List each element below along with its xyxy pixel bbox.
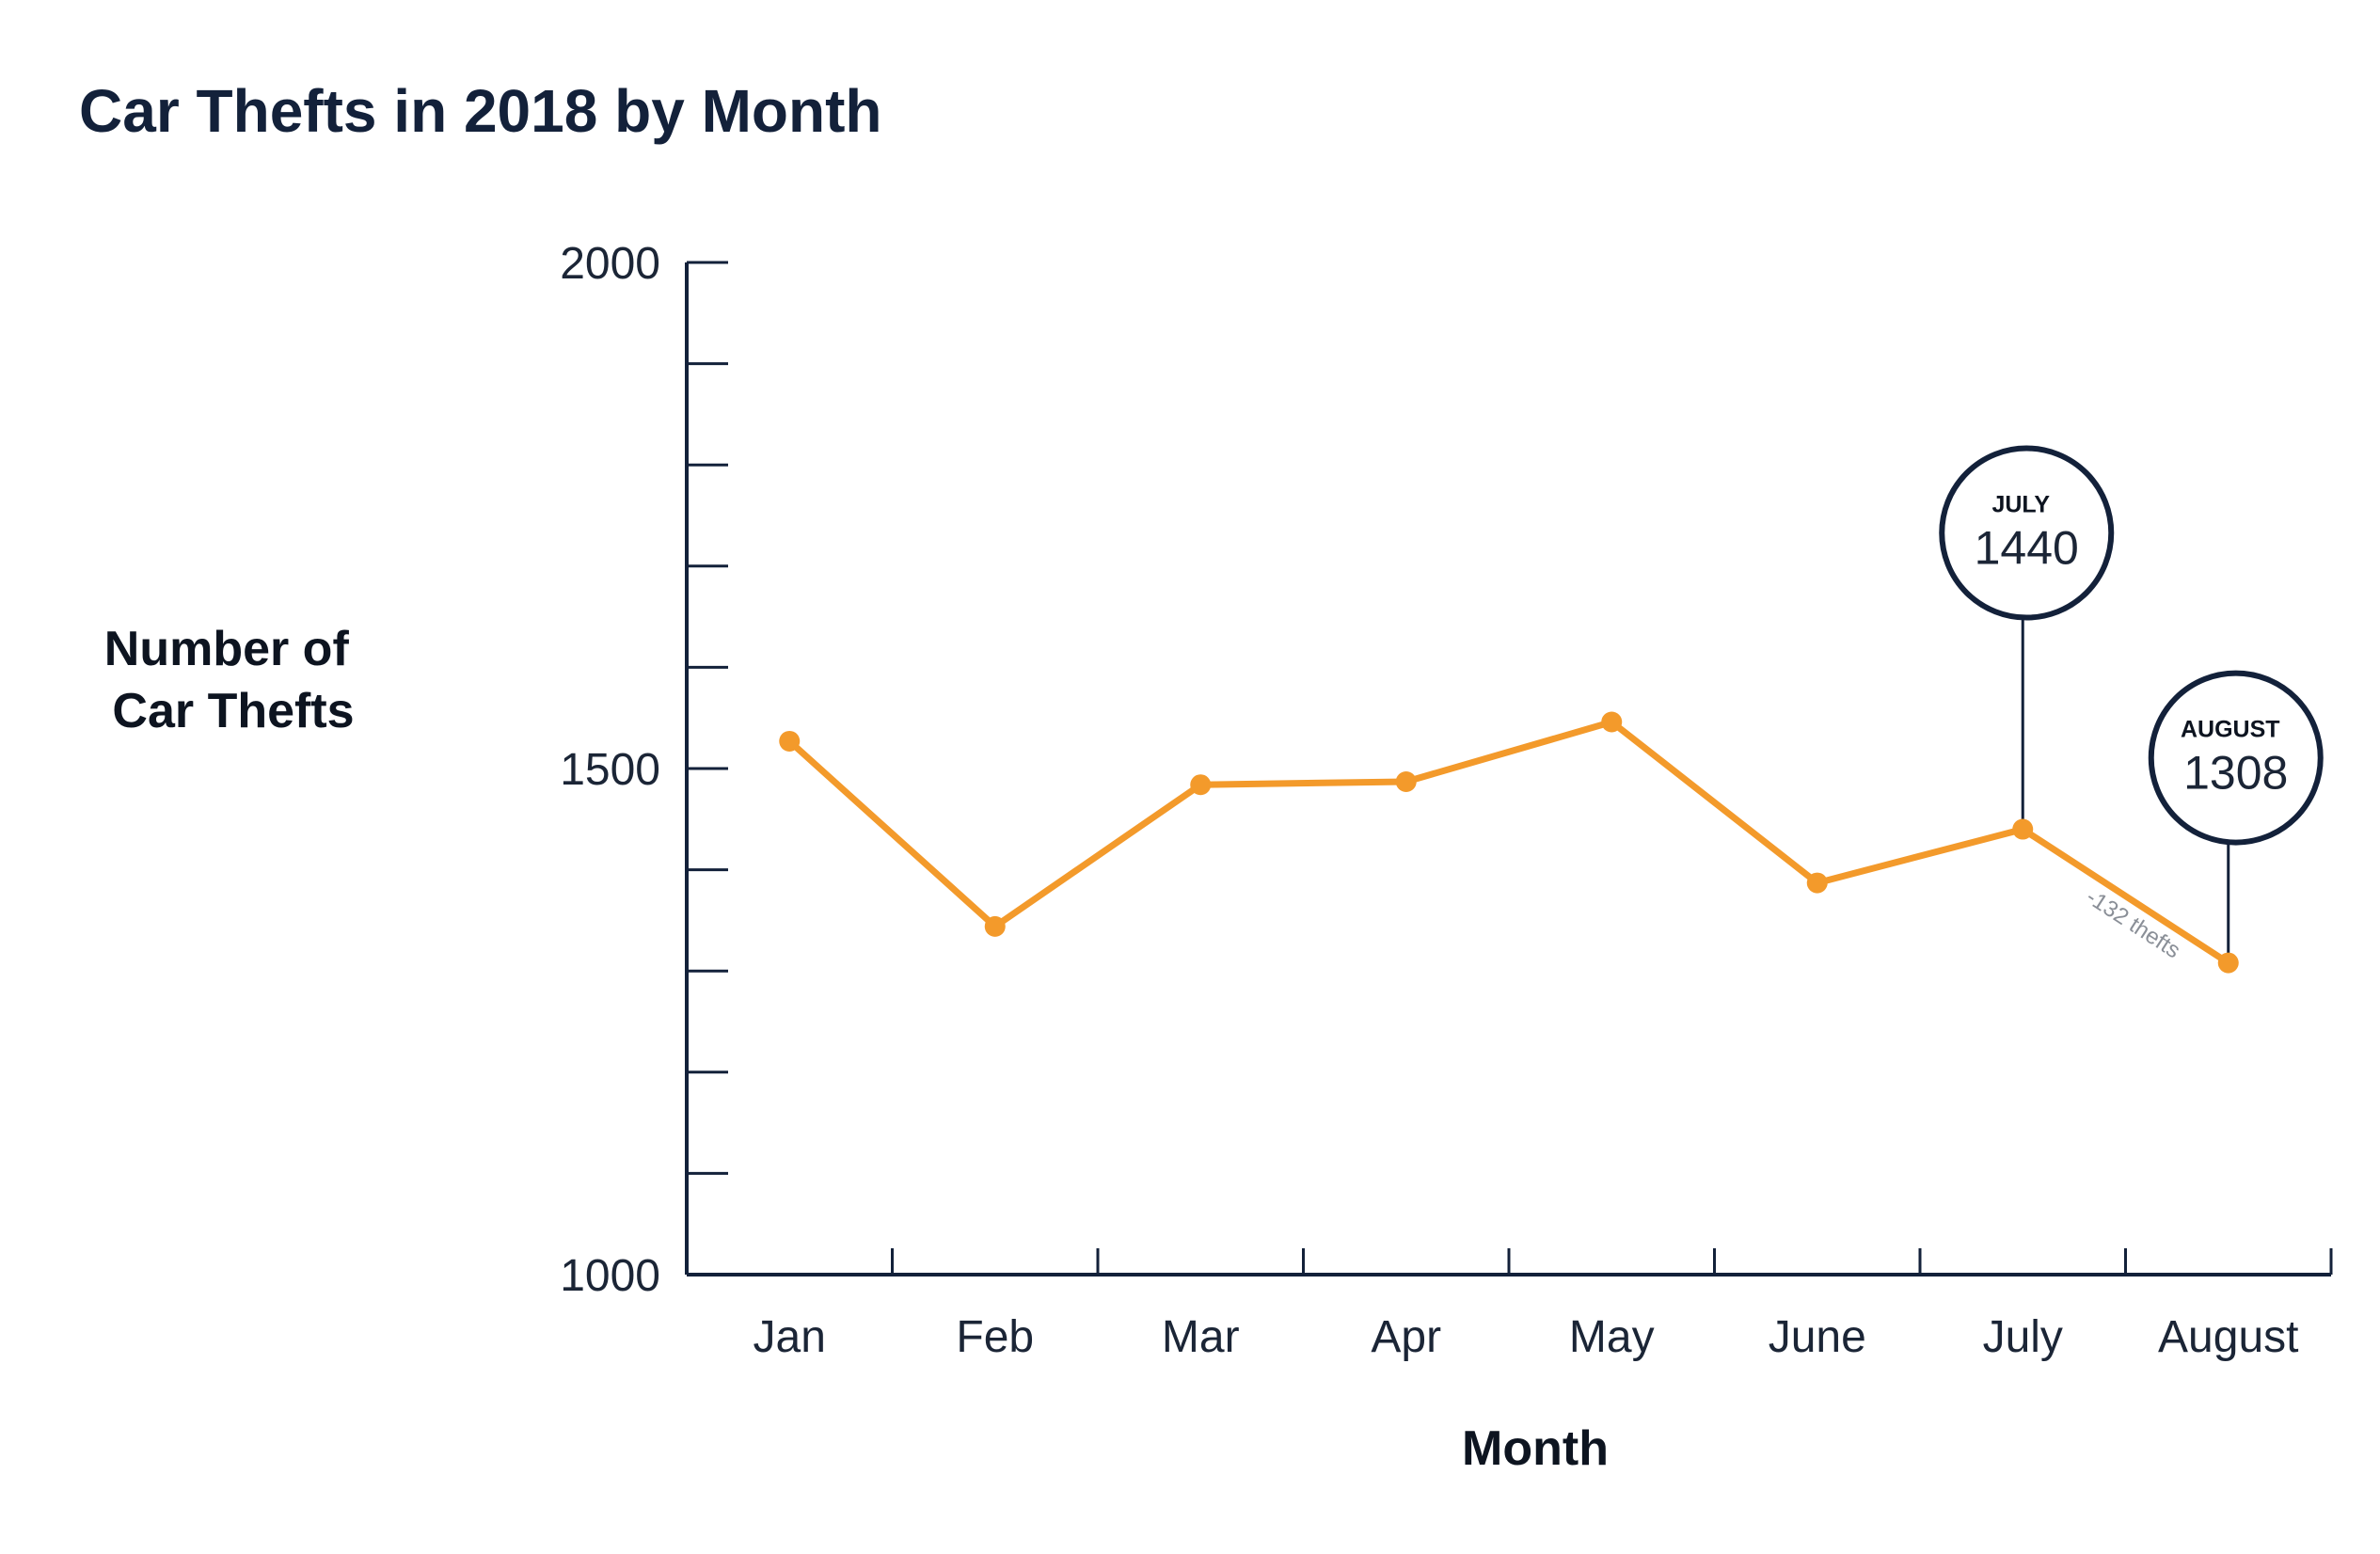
x-tick-label: July — [1983, 1312, 2063, 1362]
y-axis-title-line-2: Car Thefts — [112, 684, 354, 738]
x-tick-label: Jan — [754, 1312, 826, 1362]
data-point — [779, 730, 801, 752]
callout-month-label: AUGUST — [2181, 717, 2280, 743]
data-point — [1601, 711, 1623, 733]
callout-month-label: JULY — [1991, 492, 2050, 518]
data-point — [2217, 952, 2239, 974]
callout-value-label: 1440 — [1975, 522, 2079, 575]
data-point — [1190, 774, 1212, 796]
y-axis-title: Number of Car Thefts — [104, 622, 362, 738]
data-point — [1395, 770, 1417, 792]
x-tick-label: August — [2158, 1312, 2298, 1362]
y-tick-label: 1000 — [560, 1251, 660, 1301]
data-point — [984, 915, 1006, 937]
x-tick-label: May — [1569, 1312, 1655, 1362]
x-tick-label: Mar — [1162, 1312, 1240, 1362]
y-tick-label: 2000 — [560, 239, 660, 289]
x-tick-label: June — [1769, 1312, 1866, 1362]
data-point — [1806, 872, 1828, 894]
y-tick-label: 1500 — [560, 745, 660, 795]
callout-value-label: 1308 — [2183, 747, 2288, 800]
series-line — [786, 719, 2230, 966]
callout-circle — [1939, 445, 2115, 621]
callout-circle — [2148, 670, 2324, 846]
x-axis-title: Month — [1462, 1421, 1609, 1476]
x-tick-label: Feb — [956, 1312, 1034, 1362]
data-point — [2012, 818, 2034, 840]
y-axis-title-line-1: Number of — [104, 622, 350, 676]
plot-area: 1000 1500 2000 Jan Feb Mar Apr May June July Augus… — [560, 239, 2333, 1362]
x-tick-label: Apr — [1371, 1312, 1441, 1362]
chart-title: Car Thefts in 2018 by Month — [79, 77, 881, 145]
